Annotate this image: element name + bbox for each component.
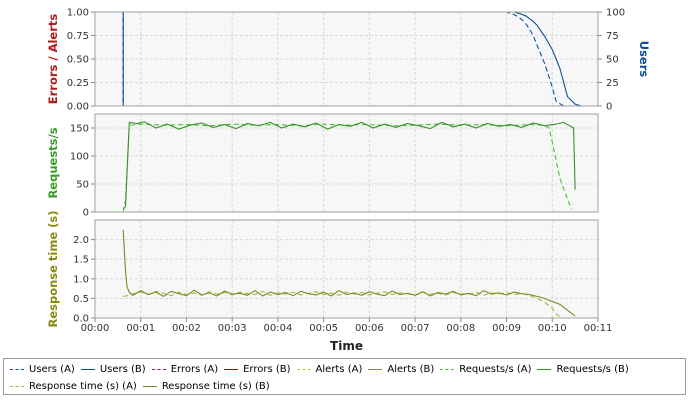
y-tick-label: 1.5	[73, 255, 89, 266]
y2-tick-label: 75	[606, 31, 619, 42]
legend-label: Users (B)	[99, 363, 146, 375]
x-tick-label: 00:04	[263, 323, 292, 334]
y-tick-label: 0.25	[67, 78, 89, 89]
legend-row: Response time (s) (A) Response time (s) (…	[4, 377, 270, 395]
plot-background	[95, 220, 598, 318]
x-tick-label: 00:06	[355, 323, 384, 334]
plot-frame	[94, 113, 599, 213]
plot-frame	[94, 11, 599, 107]
plot-frame	[94, 219, 599, 319]
chart-panel-2: 0 50 100 150 Requests/s	[46, 113, 599, 219]
legend-swatch	[224, 368, 239, 370]
legend-label: Response time (s) (A)	[29, 380, 137, 392]
y-axis-label: Response time (s)	[46, 210, 60, 327]
legend-swatch	[537, 368, 552, 370]
y-tick-label: 0	[83, 208, 89, 219]
x-axis-label: Time	[330, 339, 363, 353]
y-tick-label: 2.0	[73, 235, 89, 246]
plot-background	[95, 114, 598, 212]
legend-swatch	[440, 368, 455, 370]
chart-panel-3: 0.0 0.5 1.0 1.5 2.0 Response time (s)	[46, 210, 599, 328]
legend-item: Users (A)	[10, 364, 75, 375]
series-line	[122, 229, 576, 317]
legend-row: Users (A) Users (B) Errors (A) Errors (B) Al…	[4, 360, 629, 378]
legend-item: Requests/s (A)	[440, 364, 531, 375]
y-tick-label: 0.75	[67, 31, 89, 42]
x-tick-label: 00:02	[172, 323, 201, 334]
x-tick-label: 00:07	[401, 323, 430, 334]
x-tick-label: 00:05	[309, 323, 338, 334]
legend-item: Response time (s) (A)	[10, 381, 137, 392]
legend-label: Response time (s) (B)	[161, 380, 270, 392]
legend-swatch	[10, 385, 24, 387]
y-tick-label: 0.50	[67, 55, 89, 66]
series-line	[123, 290, 562, 318]
legend-item: Alerts (A)	[296, 363, 363, 375]
y2-axis-label: Users	[637, 41, 651, 78]
y-tick-label: 50	[76, 180, 89, 191]
chart-legend: Users (A) Users (B) Errors (A) Errors (B) Al…	[3, 358, 686, 395]
y2-tick-label: 0	[606, 102, 612, 113]
y-tick-label: 0.5	[73, 294, 89, 305]
legend-label: Errors (B)	[243, 363, 291, 375]
legend-label: Requests/s (A)	[459, 363, 532, 375]
y-tick-label: 150	[70, 124, 89, 135]
legend-item: Alerts (B)	[368, 364, 434, 375]
legend-item: Errors (A)	[151, 363, 219, 375]
legend-swatch	[368, 368, 383, 370]
legend-label: Users (A)	[29, 363, 75, 375]
x-tick-label: 00:00	[81, 323, 110, 334]
legend-label: Alerts (A)	[315, 363, 363, 375]
series-line	[122, 121, 576, 210]
x-tick-label: 00:09	[492, 323, 521, 334]
legend-swatch	[80, 368, 95, 370]
x-tick-label: 00:03	[218, 323, 247, 334]
legend-swatch	[142, 385, 157, 387]
y-tick-label: 1.0	[73, 274, 89, 285]
y-axis-label: Requests/s	[46, 127, 60, 198]
legend-label: Alerts (B)	[387, 363, 435, 375]
y-tick-label: 100	[70, 152, 89, 163]
legend-label: Requests/s (B)	[556, 363, 629, 375]
y-tick-label: 1.00	[67, 8, 89, 19]
y2-tick-label: 100	[606, 8, 625, 19]
legend-item: Errors (B)	[224, 363, 291, 375]
legend-item: Users (B)	[80, 363, 146, 375]
x-tick-label: 00:11	[584, 323, 613, 334]
x-tick-label: 00:01	[126, 323, 155, 334]
legend-item: Requests/s (B)	[537, 363, 629, 375]
y-tick-label: 0.0	[73, 314, 89, 325]
legend-item: Response time (s) (B)	[142, 380, 270, 392]
x-tick-label: 00:10	[538, 323, 567, 334]
legend-swatch	[296, 368, 311, 370]
y2-tick-label: 25	[606, 78, 619, 89]
legend-label: Errors (A)	[170, 363, 219, 375]
legend-swatch	[10, 368, 24, 370]
y-tick-label: 0.00	[67, 102, 89, 113]
y-axis-label: Errors / Alerts	[46, 14, 60, 105]
y2-tick-label: 50	[606, 55, 619, 66]
legend-swatch	[151, 368, 166, 370]
chart-panel-1: 0.00 0.25 0.50 0.75 1.00 0 25 50 75 100 Users Error…	[46, 8, 651, 113]
x-tick-label: 00:08	[446, 323, 475, 334]
